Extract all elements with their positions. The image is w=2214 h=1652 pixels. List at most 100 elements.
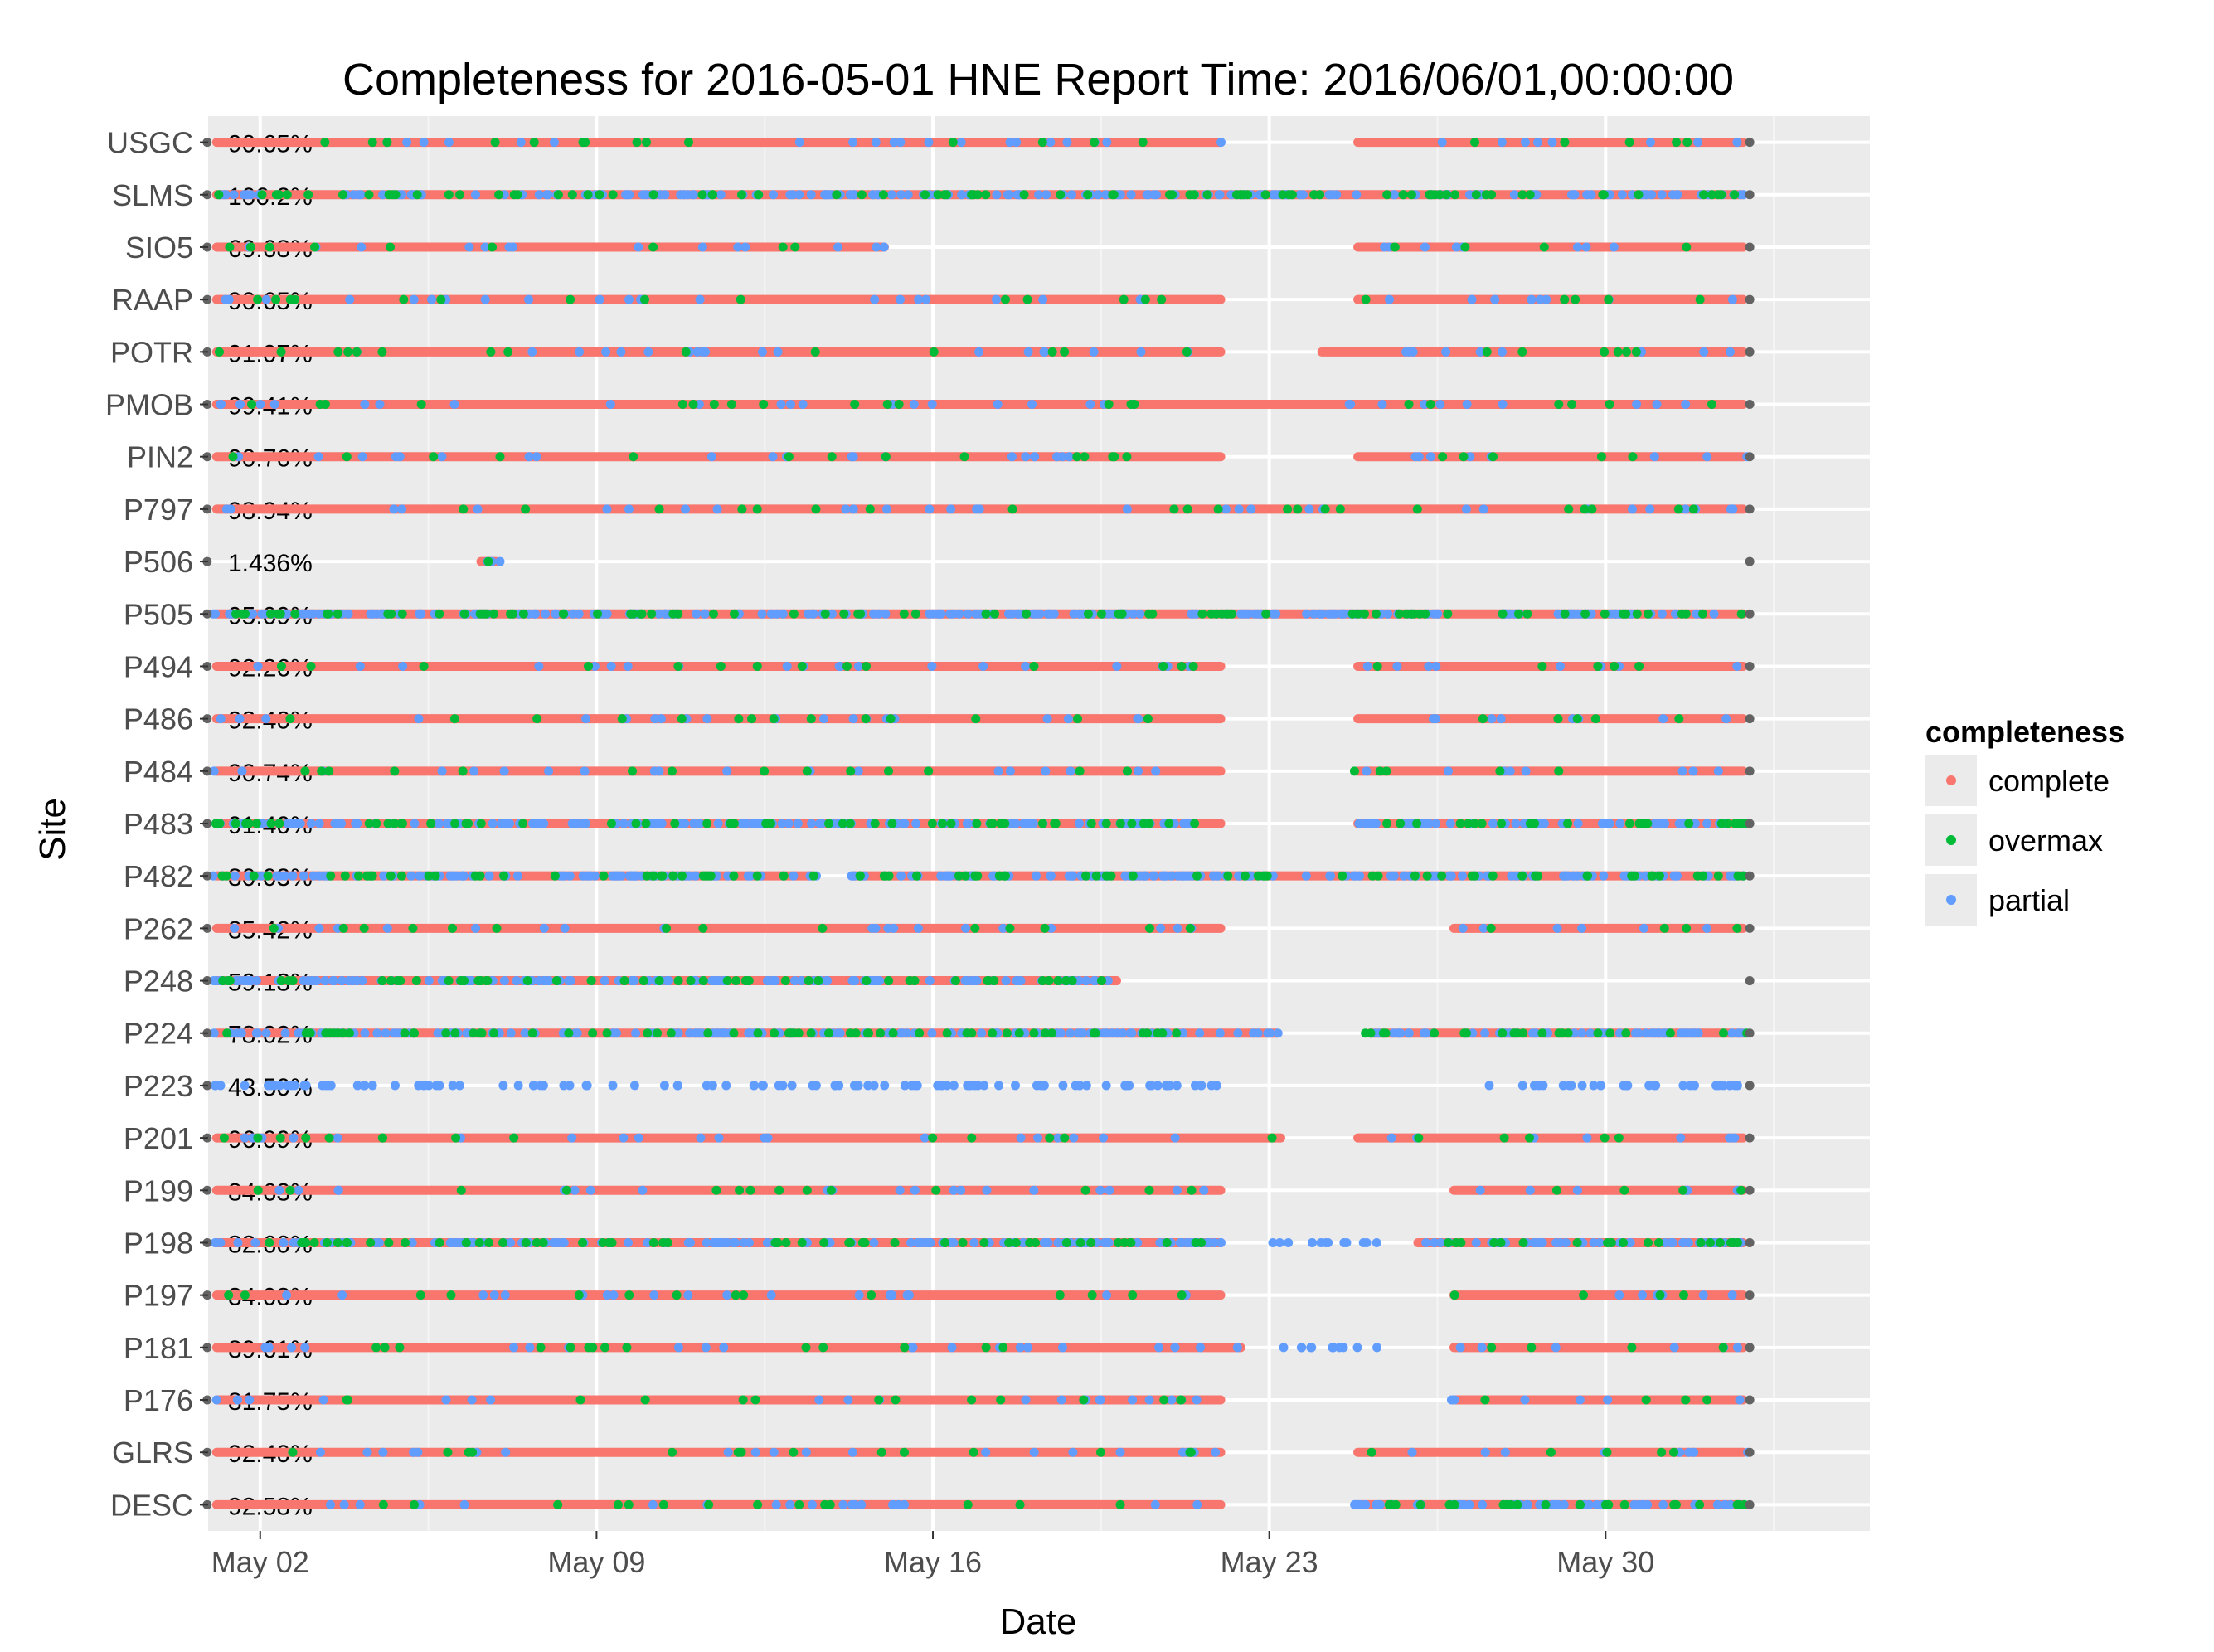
overmax-point bbox=[629, 452, 638, 462]
partial-point bbox=[308, 976, 318, 986]
site-row-p505 bbox=[202, 609, 1755, 619]
partial-point bbox=[551, 609, 561, 619]
partial-point bbox=[1421, 1028, 1431, 1038]
overmax-point bbox=[1621, 1028, 1631, 1038]
overmax-point bbox=[1498, 1028, 1508, 1038]
partial-point bbox=[575, 347, 585, 357]
partial-point bbox=[409, 294, 419, 304]
overmax-point bbox=[927, 819, 937, 828]
partial-point bbox=[1698, 1290, 1708, 1300]
partial-point bbox=[848, 714, 858, 724]
overmax-point bbox=[959, 452, 969, 462]
overmax-point bbox=[820, 609, 830, 619]
partial-point bbox=[1040, 347, 1050, 357]
overmax-point bbox=[435, 609, 444, 619]
partial-point bbox=[499, 766, 509, 776]
partial-point bbox=[1551, 1343, 1561, 1353]
overmax-point bbox=[532, 714, 542, 724]
overmax-point bbox=[1165, 190, 1175, 200]
partial-point bbox=[687, 190, 697, 200]
site-row-p199 bbox=[202, 1185, 1755, 1195]
partial-point bbox=[648, 1499, 658, 1509]
partial-point bbox=[1577, 923, 1587, 933]
overmax-point bbox=[648, 871, 658, 881]
overmax-point bbox=[1053, 976, 1063, 986]
overmax-point bbox=[1182, 504, 1192, 514]
y-tick-label: P482 bbox=[124, 859, 193, 893]
partial-point bbox=[814, 1395, 824, 1405]
partial-point bbox=[397, 504, 407, 514]
overmax-point bbox=[1087, 1290, 1097, 1300]
overmax-point bbox=[1593, 661, 1603, 671]
site-row-p484 bbox=[202, 766, 1755, 776]
y-tick-label: PIN2 bbox=[127, 440, 193, 474]
overmax-point bbox=[1513, 609, 1523, 619]
partial-point bbox=[629, 1081, 639, 1091]
overmax-point bbox=[1695, 294, 1705, 304]
overmax-point bbox=[698, 871, 708, 881]
partial-point bbox=[1684, 1447, 1694, 1457]
overmax-point bbox=[998, 1343, 1008, 1353]
partial-point bbox=[549, 138, 559, 148]
overmax-point bbox=[1730, 190, 1740, 200]
partial-point bbox=[954, 609, 964, 619]
overmax-point bbox=[1619, 1499, 1629, 1509]
overmax-point bbox=[824, 819, 834, 828]
partial-point bbox=[567, 819, 577, 828]
partial-point bbox=[1445, 819, 1455, 828]
partial-point bbox=[1268, 1237, 1278, 1247]
overmax-point bbox=[1627, 1343, 1637, 1353]
y-tick-label: USGC bbox=[107, 126, 193, 160]
partial-point bbox=[1449, 1395, 1459, 1405]
overmax-point bbox=[963, 1499, 973, 1509]
partial-point bbox=[345, 294, 355, 304]
overmax-point bbox=[1497, 819, 1507, 828]
partial-point bbox=[570, 1185, 580, 1195]
overmax-point bbox=[731, 1290, 740, 1300]
plot-panel: 90.65%100.2%69.68%90.65%91.07%99.41%90.7… bbox=[202, 116, 1870, 1531]
overmax-point bbox=[310, 242, 320, 252]
overmax-point bbox=[1139, 819, 1148, 828]
overmax-point bbox=[1223, 871, 1233, 881]
overmax-point bbox=[253, 1133, 263, 1143]
overmax-point bbox=[377, 1133, 387, 1143]
overmax-point bbox=[455, 190, 465, 200]
partial-point bbox=[1005, 766, 1015, 776]
overmax-point bbox=[1554, 766, 1564, 776]
overmax-point bbox=[224, 1290, 234, 1300]
partial-point bbox=[1702, 923, 1712, 933]
overmax-point bbox=[845, 819, 855, 828]
partial-point bbox=[230, 871, 240, 881]
overmax-point bbox=[1122, 452, 1132, 462]
partial-point bbox=[1393, 1028, 1403, 1038]
end-marker bbox=[1745, 1395, 1755, 1405]
partial-point bbox=[1732, 661, 1742, 671]
partial-point bbox=[1063, 714, 1073, 724]
overmax-point bbox=[607, 1237, 617, 1247]
partial-point bbox=[1301, 871, 1311, 881]
complete-run bbox=[211, 1133, 1285, 1143]
overmax-point bbox=[231, 609, 241, 619]
partial-point bbox=[295, 819, 305, 828]
partial-point bbox=[722, 766, 732, 776]
partial-point bbox=[486, 1395, 496, 1405]
partial-point bbox=[1455, 1343, 1465, 1353]
overmax-point bbox=[1378, 1028, 1388, 1038]
partial-point bbox=[638, 1185, 648, 1195]
site-row-p198 bbox=[202, 1237, 1755, 1247]
partial-point bbox=[528, 819, 538, 828]
site-row-p797 bbox=[202, 504, 1755, 514]
partial-point bbox=[798, 400, 808, 410]
overmax-point bbox=[729, 871, 739, 881]
end-marker bbox=[1745, 294, 1755, 304]
overmax-point bbox=[228, 452, 238, 462]
overmax-point bbox=[1572, 714, 1582, 724]
partial-point bbox=[1430, 819, 1440, 828]
partial-point bbox=[224, 294, 234, 304]
partial-point bbox=[1428, 714, 1438, 724]
partial-point bbox=[1075, 1081, 1085, 1091]
overmax-point bbox=[495, 452, 505, 462]
overmax-point bbox=[377, 347, 387, 357]
partial-point bbox=[1065, 452, 1075, 462]
partial-point bbox=[820, 190, 830, 200]
